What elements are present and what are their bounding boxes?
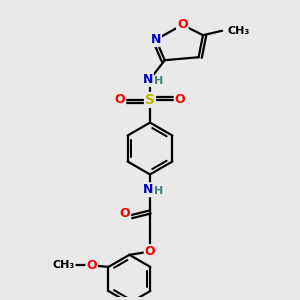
Text: H: H — [154, 186, 163, 196]
Text: O: O — [115, 93, 125, 106]
Text: N: N — [151, 33, 161, 46]
Text: O: O — [145, 245, 155, 258]
Text: N: N — [142, 183, 153, 196]
Text: CH₃: CH₃ — [227, 26, 250, 36]
Text: O: O — [86, 259, 97, 272]
Text: O: O — [120, 207, 130, 220]
Text: H: H — [154, 76, 163, 86]
Text: N: N — [142, 73, 153, 86]
Text: O: O — [177, 18, 188, 32]
Text: O: O — [175, 93, 185, 106]
Text: S: S — [145, 93, 155, 107]
Text: CH₃: CH₃ — [52, 260, 75, 270]
